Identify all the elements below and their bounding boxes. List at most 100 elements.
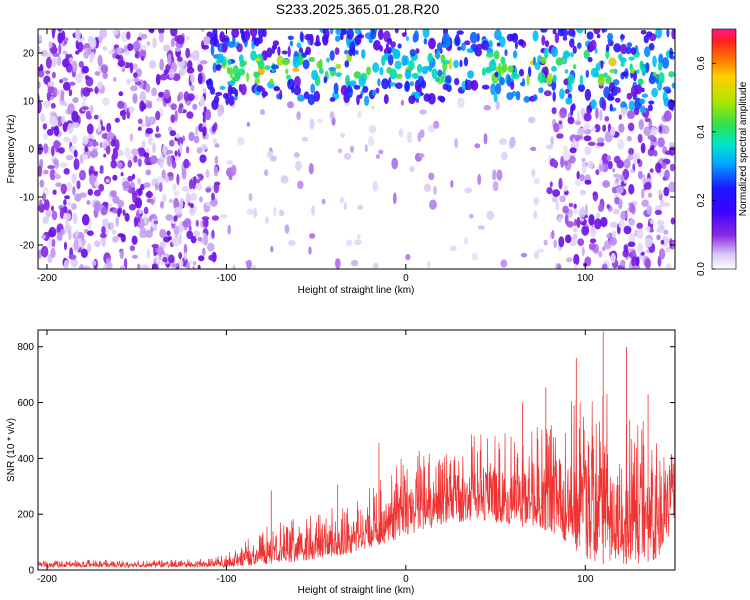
spectrogram-cell (595, 107, 599, 120)
spectrogram-cell (553, 239, 557, 249)
spectrogram-cell (246, 259, 252, 269)
spectrogram-cell (464, 187, 473, 194)
chart-title: S233.2025.365.01.28.R20 (275, 1, 440, 17)
spectrogram-cell (139, 229, 147, 239)
spectrogram-cell (112, 29, 119, 35)
spectrogram-cell (322, 29, 326, 35)
colorbar: 0.0 0.2 0.4 0.6 Normalized spectral amplitu… (696, 28, 749, 276)
spectrogram-cell (379, 45, 383, 52)
spectrogram-cell (353, 71, 362, 79)
spectrogram-cell (454, 34, 460, 46)
spectrogram-cell (70, 258, 79, 268)
spectrogram-cell (426, 260, 431, 268)
spectrogram-cell (130, 181, 135, 188)
spectrogram-cell (144, 214, 148, 225)
spectrogram-cell (91, 260, 97, 266)
spectrogram-cell (667, 99, 675, 111)
spectrogram-cell (488, 59, 497, 72)
spectrogram-cell (204, 217, 209, 228)
spectrogram-cell (102, 46, 108, 51)
spectrogram-cell (232, 65, 239, 76)
spectrogram-cell (183, 243, 188, 255)
spectrogram-cell (607, 160, 613, 170)
spectrogram-cell (530, 146, 537, 152)
spectrogram-cell (344, 60, 350, 68)
spectrogram-cell (358, 76, 366, 87)
spectrogram-cell (476, 32, 480, 43)
spectrogram-cell (600, 216, 608, 228)
spectrogram-cell (512, 50, 518, 59)
spectrogram-cell (89, 105, 94, 114)
spectrogram-cell (94, 71, 101, 76)
spectrogram-cell (65, 53, 70, 60)
spectrogram-cell (102, 218, 109, 227)
spectrogram-cell (155, 110, 161, 121)
spectrogram-cell (214, 155, 219, 165)
spectrogram-cell (474, 143, 481, 149)
spectrogram-cell (350, 259, 359, 267)
spectrogram-cell (562, 205, 569, 214)
spectrogram-cell (391, 157, 399, 170)
spectrogram-cell (225, 94, 229, 106)
spectrogram-cell (174, 150, 178, 157)
spectrogram-cell (554, 32, 560, 44)
spectrogram-cell (488, 40, 493, 48)
spectrogram-cell (620, 101, 627, 110)
spectrogram-cell (71, 173, 77, 184)
spectrogram-cell (43, 101, 50, 109)
spectrogram-cell (472, 47, 479, 53)
spectrogram-cell (604, 116, 610, 122)
spectrogram-cell (273, 86, 281, 92)
spectrogram-cell (584, 112, 592, 122)
spectrogram-cell (72, 97, 79, 104)
spectrogram-cell (550, 136, 554, 146)
spectrogram-cell (601, 263, 608, 269)
spectrogram-cell (660, 199, 665, 208)
spectrogram-cell (87, 188, 94, 196)
spectrogram-cell (494, 29, 502, 41)
spectrogram-cell (232, 75, 240, 82)
spectrogram-cell (143, 206, 149, 215)
spectrogram-cell (428, 65, 433, 72)
spectrogram-cell (495, 83, 502, 95)
spectrogram-cell (644, 237, 653, 248)
colorbar-ticks: 0.0 0.2 0.4 0.6 (696, 56, 716, 276)
spectrogram-cell (372, 180, 378, 192)
spectrogram-cell (567, 74, 575, 85)
spectrogram-cell (188, 225, 192, 232)
spectrogram-cell (330, 29, 334, 35)
spectrogram-cell (572, 233, 578, 240)
spectrogram-cell (559, 195, 566, 203)
spectrogram-cell (227, 80, 235, 87)
spectrogram-cell (546, 73, 553, 85)
spectrogram-cell (60, 183, 67, 195)
spectrogram-cell (129, 133, 133, 142)
spectrogram-cell (205, 169, 210, 178)
spectrogram-cell (626, 92, 633, 100)
spectrogram-cell (615, 177, 620, 184)
spectrogram-cell (543, 90, 552, 97)
spectrogram-cell (599, 109, 603, 121)
spectrogram-cell (353, 84, 361, 90)
spectrogram-cell (602, 124, 607, 132)
spectrogram-cell (302, 59, 310, 70)
spectrogram-cell (613, 155, 621, 164)
spectrogram-cell (64, 195, 71, 200)
spectrogram-cell (45, 56, 52, 69)
spectrogram-cell (163, 89, 171, 99)
spectrogram-cell (571, 103, 576, 111)
spectrogram-cell (573, 253, 580, 266)
spectrogram-cell (168, 254, 175, 264)
spectrogram-cell (429, 199, 437, 210)
spectrogram-cell (168, 198, 173, 204)
spectrogram-cell (377, 78, 381, 87)
spectrogram-cell (57, 29, 63, 32)
spectrogram-cell (82, 135, 89, 145)
spectrogram-cell (408, 60, 415, 71)
spectrogram-cell (573, 218, 578, 227)
spectrogram-cell (260, 109, 265, 116)
spectrogram-cell (59, 100, 64, 106)
spectrogram-cell (358, 93, 363, 99)
spectrogram-cell (230, 164, 237, 176)
spectrogram-cell (566, 221, 575, 228)
